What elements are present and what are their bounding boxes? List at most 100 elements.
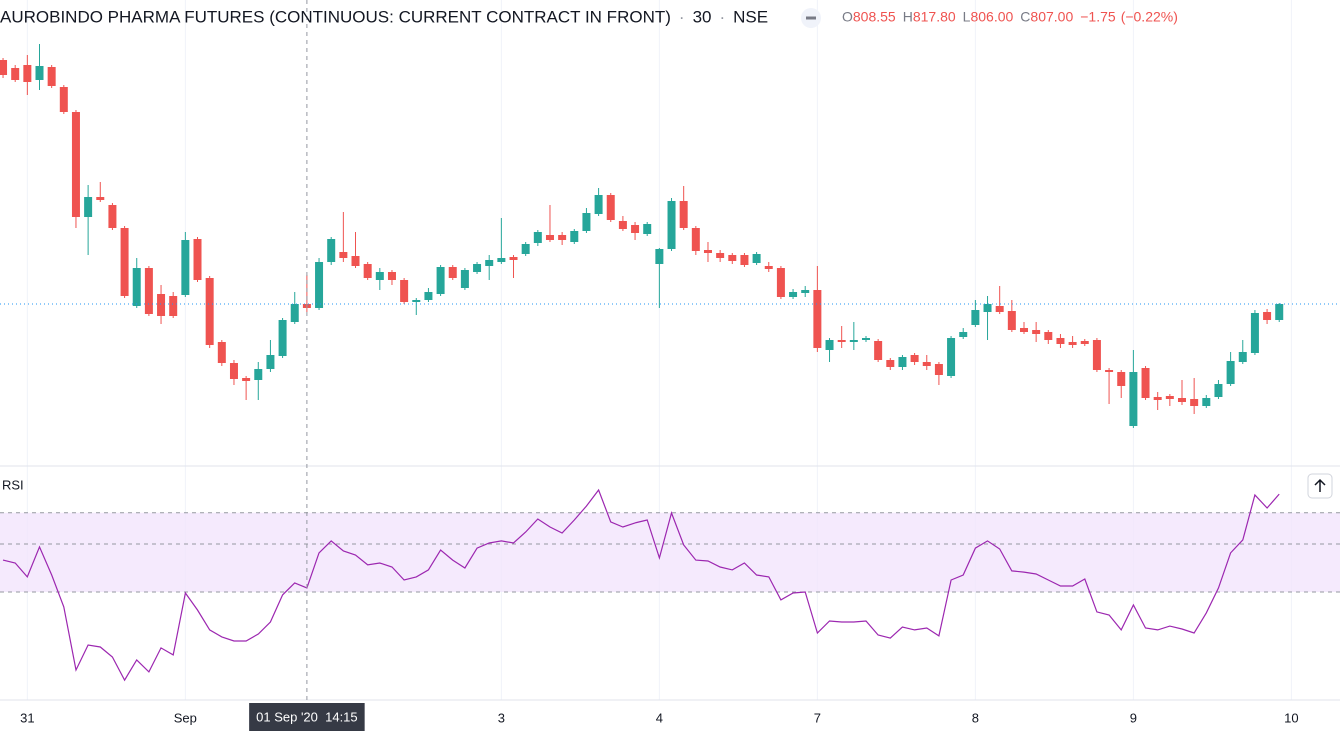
candle-body [947,338,956,376]
rsi-scale-button[interactable] [1307,473,1333,499]
candle-body [229,363,238,379]
ohlc-value: 807.00 [1030,9,1073,25]
candle-body [217,342,226,363]
plot [0,0,1340,700]
candle-body [934,364,943,375]
candle-body [351,256,360,266]
candle-body [436,267,445,294]
candle-body [618,221,627,229]
candle-body [691,228,700,251]
candle-body [412,300,421,302]
candle-body [96,197,105,200]
candle-body [84,197,93,217]
candle-body [643,224,652,234]
candle-body [169,296,178,316]
candle-body [776,268,785,297]
candle-body [242,378,251,381]
candle-body [1068,342,1077,345]
candle-body [473,264,482,272]
crosshair-label-text: 01 Sep '20 14:15 [256,709,358,724]
ohlc-key: O [842,9,853,25]
exchange: NSE [733,7,768,26]
arrow-up-icon [1314,478,1326,492]
candle-body [509,257,518,260]
candle-body [497,258,506,262]
x-tick-label: 9 [1130,710,1137,725]
candle-body [1263,312,1272,320]
candle-body [995,306,1004,312]
x-tick-label: Sep [174,710,197,725]
crosshair-label-bg [249,703,365,731]
candle-body [1056,338,1065,344]
candle-body [120,228,129,296]
candle-body [266,355,275,369]
candle-body [582,213,591,231]
candle-body [1226,361,1235,384]
candle-body [1177,398,1186,402]
candle-body [1117,372,1126,386]
candle-body [886,360,895,367]
candle-body [327,239,336,262]
candle-body [1153,397,1162,400]
candle-body [728,255,737,261]
candle-body [1141,368,1150,398]
separator: · [719,7,725,26]
candle-body [667,201,676,249]
candle-body [181,240,190,295]
candle-body [485,260,494,266]
candle-body [740,255,749,265]
candle-body [448,267,457,278]
rsi-title: RSI [2,477,24,492]
candle-body [631,225,640,233]
candle-body [0,60,8,75]
candle-body [521,244,530,254]
x-tick-label: 7 [814,710,821,725]
candle-body [157,294,166,316]
chart-title: AUROBINDO PHARMA FUTURES (CONTINUOUS: CU… [0,7,671,26]
candle-body [1019,328,1028,332]
candle-body [1214,384,1223,397]
candle-body [837,340,846,342]
candle-body [278,320,287,356]
candle-body [47,67,56,86]
candle-body [339,252,348,258]
candle-body [35,66,44,80]
collapse-icon [806,16,816,20]
candle-body [1105,370,1114,372]
candle-body [861,338,870,340]
candle-body [752,254,761,263]
candle-body [716,253,725,258]
candle-body [813,290,822,348]
candle-body [71,112,80,217]
candle-body [655,249,664,264]
separator: · [679,7,685,26]
change: −1.75 [1080,9,1116,25]
candle-body [849,340,858,342]
x-tick-label: 4 [656,710,663,725]
ohlc-key: L [963,9,971,25]
candle-body [23,65,32,82]
ohlc-value: 817.80 [913,9,956,25]
candle-body [558,235,567,240]
candle-body [460,270,469,288]
candle-body [594,195,603,214]
ohlc-key: H [903,9,913,25]
candle-body [570,231,579,242]
candle-body [363,264,372,278]
ohlc-value: 808.55 [853,9,896,25]
crosshair-label: 01 Sep '20 14:15 [249,703,365,731]
candle-body [533,232,542,243]
candle-body [59,87,68,112]
candle-body [1165,396,1174,399]
candle-body [679,201,688,228]
candle-body [315,262,324,308]
candle-body [193,239,202,280]
ohlc-value: 806.00 [970,9,1013,25]
rsi-line [2,488,1280,682]
x-tick-label: 8 [972,710,979,725]
candle-body [108,205,117,228]
candle-body [764,266,773,269]
header: AUROBINDO PHARMA FUTURES (CONTINUOUS: CU… [0,7,1178,28]
